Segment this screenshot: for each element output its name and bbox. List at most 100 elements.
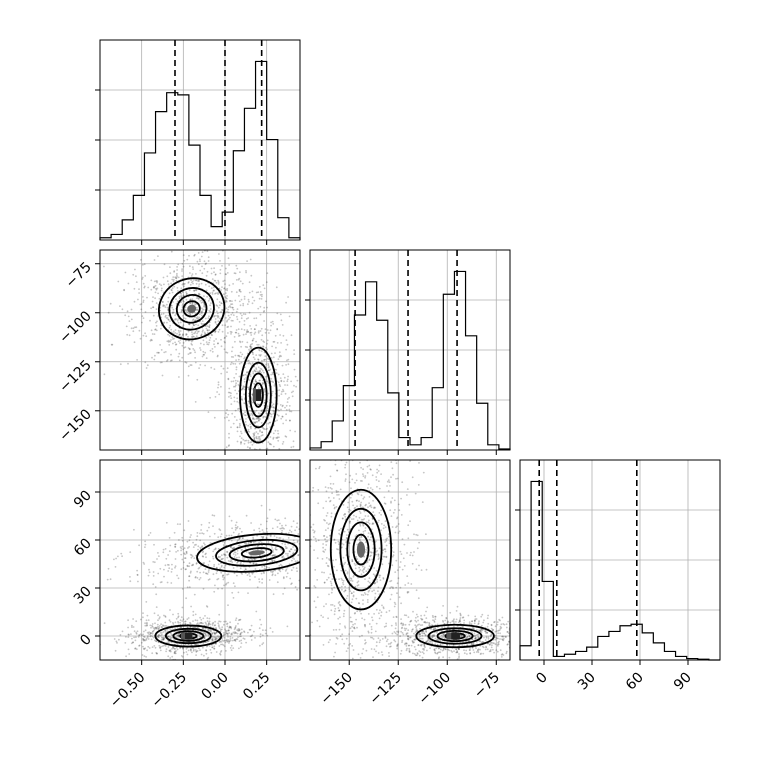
scatter-point: [168, 564, 170, 566]
scatter-point: [344, 463, 347, 466]
scatter-point: [295, 567, 298, 570]
scatter-point: [149, 632, 152, 634]
scatter-point: [414, 654, 417, 657]
scatter-point: [195, 279, 197, 281]
scatter-point: [162, 637, 165, 640]
scatter-point: [319, 548, 321, 550]
scatter-point: [273, 340, 276, 343]
scatter-point: [324, 564, 326, 566]
scatter-point: [169, 657, 172, 659]
scatter-point: [162, 624, 164, 627]
scatter-point: [250, 522, 253, 524]
scatter-point: [324, 519, 326, 522]
scatter-point: [331, 492, 333, 495]
scatter-point: [226, 351, 229, 354]
scatter-point: [238, 277, 241, 280]
scatter-point: [230, 426, 232, 429]
scatter-point: [223, 340, 226, 343]
scatter-point: [367, 568, 370, 570]
scatter-point: [230, 333, 232, 335]
scatter-point: [263, 287, 266, 290]
scatter-point: [229, 306, 232, 309]
scatter-point: [205, 274, 208, 277]
scatter-point: [142, 561, 145, 564]
scatter-point: [223, 639, 226, 642]
scatter-point: [400, 622, 403, 624]
scatter-point: [211, 639, 214, 642]
scatter-point: [127, 626, 129, 629]
scatter-point: [181, 325, 184, 328]
scatter-point: [233, 546, 236, 549]
scatter-point: [211, 644, 213, 646]
scatter-point: [274, 569, 277, 572]
scatter-point: [166, 581, 169, 584]
scatter-point: [173, 271, 176, 273]
scatter-point: [498, 618, 501, 621]
scatter-point: [201, 265, 203, 268]
scatter-point: [337, 617, 340, 620]
scatter-point: [316, 561, 318, 563]
scatter-point: [332, 629, 335, 631]
scatter-point: [463, 619, 466, 622]
scatter-point: [167, 341, 170, 343]
scatter-point: [217, 316, 219, 319]
scatter-point: [353, 514, 355, 517]
scatter-point: [158, 616, 161, 618]
scatter-point: [348, 508, 351, 511]
scatter-point: [344, 513, 346, 516]
scatter-point: [388, 562, 390, 565]
scatter-point: [281, 405, 284, 408]
scatter-point: [175, 298, 177, 301]
scatter-point: [213, 635, 216, 638]
scatter-point: [155, 640, 158, 643]
scatter-point: [240, 355, 243, 358]
scatter-point: [259, 313, 262, 316]
scatter-point: [155, 652, 158, 654]
scatter-point: [155, 308, 158, 310]
scatter-point: [230, 649, 233, 651]
scatter-point: [341, 517, 344, 520]
scatter-point: [189, 298, 192, 301]
scatter-point: [193, 332, 195, 335]
scatter-point: [211, 646, 214, 649]
scatter-point: [270, 406, 273, 408]
scatter-point: [279, 313, 282, 316]
density-peak: [187, 304, 197, 313]
scatter-point: [199, 616, 202, 619]
scatter-point: [208, 339, 211, 341]
scatter-point: [152, 636, 155, 639]
scatter-point: [235, 625, 237, 627]
scatter-point: [513, 643, 515, 645]
scatter-point: [332, 452, 334, 454]
scatter-point: [375, 645, 378, 647]
scatter-point: [303, 363, 305, 365]
scatter-point: [207, 628, 210, 631]
y-tick-label: −75: [63, 259, 95, 291]
scatter-point: [352, 575, 355, 578]
scatter-point: [347, 510, 350, 513]
scatter-point: [364, 624, 366, 627]
scatter-point: [227, 604, 229, 607]
scatter-point: [290, 583, 292, 585]
scatter-point: [177, 635, 180, 638]
scatter-point: [496, 643, 499, 646]
scatter-point: [360, 518, 363, 521]
scatter-point: [232, 531, 235, 534]
scatter-point: [334, 651, 336, 654]
scatter-point: [303, 571, 305, 573]
scatter-point: [240, 635, 242, 638]
scatter-point: [253, 450, 255, 452]
scatter-point: [251, 393, 254, 396]
scatter-point: [313, 530, 316, 533]
scatter-point: [471, 620, 473, 623]
scatter-point: [168, 650, 171, 652]
scatter-point: [188, 546, 191, 548]
scatter-point: [168, 649, 171, 652]
scatter-point: [215, 638, 218, 640]
scatter-point: [268, 365, 270, 368]
scatter-point: [239, 418, 242, 421]
scatter-point: [296, 379, 299, 382]
scatter-point: [170, 633, 173, 636]
scatter-point: [351, 657, 354, 660]
